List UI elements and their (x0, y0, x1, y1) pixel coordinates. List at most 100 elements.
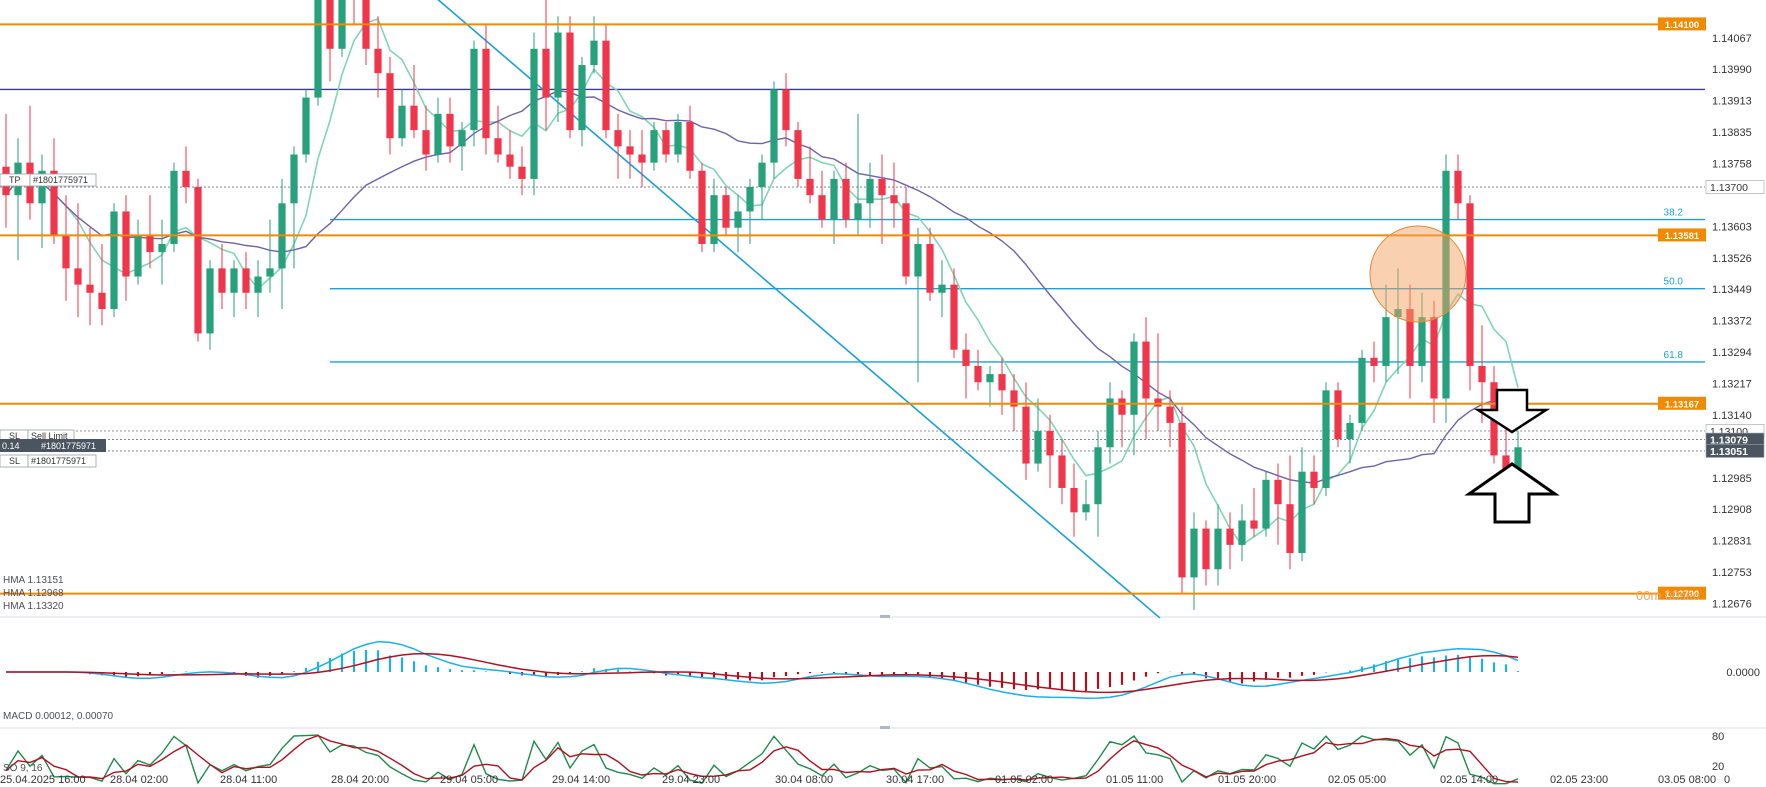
candle[interactable] (986, 374, 994, 383)
candle[interactable] (890, 195, 898, 204)
candle[interactable] (110, 211, 118, 310)
candle[interactable] (638, 154, 646, 163)
candle[interactable] (314, 0, 322, 98)
candle[interactable] (734, 211, 742, 228)
trend-line[interactable] (372, 0, 1161, 619)
candle[interactable] (1010, 390, 1018, 407)
candle[interactable] (1226, 528, 1234, 545)
candle[interactable] (974, 365, 982, 383)
price-level-tag[interactable] (1658, 228, 1706, 242)
price-level-tag[interactable] (1658, 586, 1706, 600)
candle[interactable] (650, 130, 658, 163)
candle[interactable] (458, 130, 466, 147)
candle[interactable] (74, 268, 82, 285)
candle[interactable] (578, 65, 586, 131)
candle[interactable] (662, 130, 670, 155)
candle[interactable] (230, 268, 238, 293)
candle[interactable] (386, 73, 394, 139)
candle[interactable] (434, 113, 442, 155)
candle[interactable] (422, 130, 430, 155)
position-label[interactable]: 0.14 #1801775971 (0, 439, 106, 452)
candle[interactable] (1034, 431, 1042, 464)
candle[interactable] (878, 178, 886, 196)
candle[interactable] (194, 187, 202, 334)
candle[interactable] (1082, 504, 1090, 513)
candle[interactable] (686, 121, 694, 171)
candle[interactable] (134, 235, 142, 277)
macd-line[interactable] (6, 640, 1519, 699)
stochastic-d-line[interactable] (5, 734, 1519, 783)
candle[interactable] (122, 211, 130, 277)
candle[interactable] (566, 32, 574, 131)
candle[interactable] (1118, 398, 1126, 415)
candle[interactable] (170, 170, 178, 244)
candle[interactable] (182, 170, 190, 188)
candle[interactable] (158, 243, 166, 253)
price-level-tag[interactable] (1658, 396, 1706, 410)
candle[interactable] (1130, 341, 1138, 415)
candle[interactable] (710, 195, 718, 244)
candle[interactable] (998, 374, 1006, 391)
candle[interactable] (950, 284, 958, 350)
candle[interactable] (1250, 520, 1258, 529)
candle[interactable] (1430, 317, 1438, 399)
candle[interactable] (542, 48, 550, 98)
candle[interactable] (914, 243, 922, 277)
legend-so[interactable]: SO 9, 16 (3, 763, 43, 774)
candle[interactable] (494, 138, 502, 155)
candle[interactable] (506, 154, 514, 167)
candle[interactable] (1406, 309, 1414, 366)
candle[interactable] (242, 268, 250, 293)
candle[interactable] (842, 178, 850, 220)
candle[interactable] (1466, 203, 1474, 366)
candle[interactable] (1334, 390, 1342, 440)
candle[interactable] (1214, 528, 1222, 570)
price-tag[interactable] (1705, 444, 1765, 458)
candle[interactable] (926, 243, 934, 293)
candle[interactable] (482, 48, 490, 139)
candle[interactable] (1286, 504, 1294, 554)
candle[interactable] (938, 284, 946, 293)
price-level-tag[interactable] (1658, 17, 1706, 31)
candle[interactable] (1106, 398, 1114, 448)
price-tag[interactable] (1705, 180, 1765, 194)
candle[interactable] (446, 113, 454, 147)
candle[interactable] (1514, 447, 1522, 472)
candle[interactable] (530, 48, 538, 179)
up-arrow-icon[interactable] (1464, 462, 1560, 524)
candle[interactable] (410, 105, 418, 131)
candle[interactable] (146, 235, 154, 253)
tp-order-label[interactable]: TP #1801775971 (0, 173, 97, 187)
candle[interactable] (1502, 455, 1510, 472)
candle[interactable] (62, 235, 70, 269)
candle[interactable] (302, 97, 310, 155)
candle[interactable] (782, 89, 790, 131)
candle[interactable] (722, 195, 730, 228)
candle[interactable] (470, 48, 478, 131)
candle[interactable] (1478, 365, 1486, 383)
candle[interactable] (1322, 390, 1330, 488)
candle[interactable] (626, 146, 634, 155)
candle[interactable] (746, 187, 754, 212)
candle[interactable] (518, 166, 526, 179)
candle[interactable] (1370, 357, 1378, 366)
down-arrow-icon[interactable] (1473, 388, 1551, 434)
candle[interactable] (698, 170, 706, 244)
legend-hma-3[interactable]: HMA 1.13320 (3, 601, 64, 612)
candle[interactable] (866, 178, 874, 204)
candle[interactable] (1382, 317, 1390, 366)
candle[interactable] (1346, 422, 1354, 440)
candle[interactable] (1094, 447, 1102, 505)
candle[interactable] (1358, 357, 1366, 423)
candle[interactable] (86, 284, 94, 293)
candle[interactable] (1190, 528, 1198, 578)
candle[interactable] (266, 268, 274, 277)
candle[interactable] (398, 105, 406, 139)
candle[interactable] (1310, 471, 1318, 488)
hma-slow-line[interactable] (5, 90, 1519, 484)
candle[interactable] (1046, 431, 1054, 456)
legend-hma-1[interactable]: HMA 1.13151 (3, 575, 64, 586)
candle[interactable] (614, 130, 622, 147)
candle[interactable] (854, 203, 862, 220)
